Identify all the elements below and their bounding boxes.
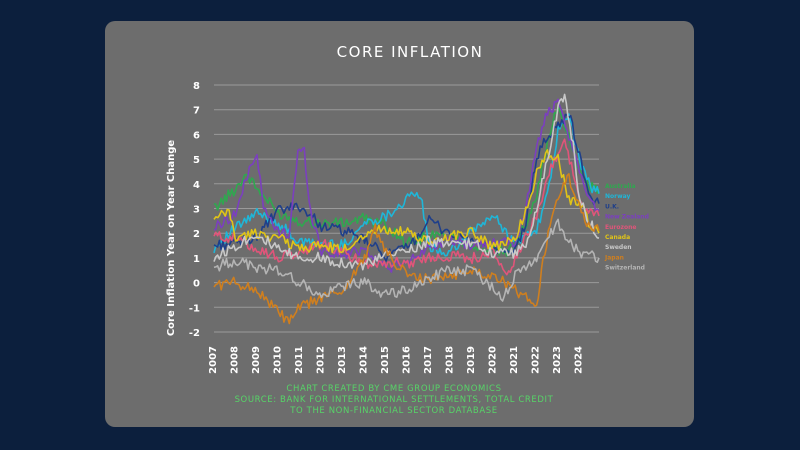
x-tick-label: 2009	[251, 346, 262, 374]
chart-svg: CORE INFLATION Core Inflation Year on Ye…	[166, 43, 649, 416]
y-tick-label: 0	[193, 279, 200, 290]
x-tick-label: 2008	[230, 346, 241, 374]
y-axis-label: Core Inflation Year on Year Change	[166, 140, 177, 337]
x-tick-label: 2020	[488, 346, 499, 374]
y-tick-label: -1	[189, 303, 200, 314]
note-line-3: TO THE NON-FINANCIAL SECTOR DATABASE	[289, 406, 497, 416]
y-tick-label: 2	[193, 229, 200, 240]
grid-layer	[214, 84, 599, 333]
series-line-norway	[213, 113, 600, 257]
x-tick-label: 2024	[574, 346, 585, 374]
series-line-switzerland	[213, 218, 600, 302]
x-tick-label: 2021	[509, 346, 520, 374]
legend: Australia Norway U.K. New Zealand Eurozone Ca…	[604, 183, 649, 272]
x-tick-label: 2018	[445, 346, 456, 374]
legend-item-australia: Australia	[605, 183, 636, 190]
y-tick-label: 5	[193, 155, 200, 166]
y-tick-label: 7	[193, 106, 200, 117]
x-tick-label: 2007	[208, 346, 219, 374]
y-tick-label: 6	[193, 130, 200, 141]
series-line-u-k-	[213, 113, 600, 262]
legend-item-eurozone: Eurozone	[605, 224, 636, 231]
series-line-japan	[213, 173, 600, 325]
x-tick-label: 2019	[466, 346, 477, 374]
legend-item-norway: Norway	[605, 193, 631, 200]
x-tick-label: 2022	[531, 346, 542, 374]
x-tick-label: 2017	[423, 346, 434, 374]
x-tick-label: 2013	[337, 346, 348, 374]
y-tick-label: 4	[193, 180, 200, 191]
y-tick-label: -2	[189, 328, 200, 339]
legend-item-sweden: Sweden	[605, 244, 632, 251]
x-tick-label: 2010	[273, 346, 284, 374]
note-line-1: CHART CREATED BY CME GROUP ECONOMICS	[286, 384, 501, 394]
series-line-sweden	[213, 93, 600, 271]
series-line-eurozone	[213, 138, 600, 276]
note-line-2: SOURCE: BANK FOR INTERNATIONAL SETTLEMEN…	[235, 395, 554, 405]
legend-item-new-zealand: New Zealand	[605, 214, 649, 221]
x-tick-labels: 2007 2008 2009 2010 2011 2012 2013 2014 2015 2016…	[208, 346, 585, 374]
y-tick-label: 8	[193, 81, 200, 92]
series-line-canada	[213, 149, 600, 254]
chart-title: CORE INFLATION	[337, 43, 484, 61]
x-tick-label: 2011	[294, 346, 305, 374]
y-tick-label: 3	[193, 205, 200, 216]
y-tick-labels: -2 -1 0 1 2 3 4 5 6 7 8	[189, 81, 200, 339]
series-lines	[213, 93, 600, 325]
x-tick-label: 2012	[316, 346, 327, 374]
legend-item-switzerland: Switzerland	[605, 265, 645, 272]
chart-notes: CHART CREATED BY CME GROUP ECONOMICS SOU…	[235, 384, 554, 416]
x-tick-label: 2023	[552, 346, 563, 374]
x-tick-label: 2014	[359, 346, 370, 374]
legend-item-u-k-: U.K.	[605, 203, 619, 210]
chart-card: CORE INFLATION Core Inflation Year on Ye…	[105, 21, 694, 427]
x-tick-label: 2015	[380, 346, 391, 374]
legend-item-japan: Japan	[604, 254, 624, 261]
legend-item-canada: Canada	[605, 234, 630, 241]
y-tick-label: 1	[193, 254, 200, 265]
x-tick-label: 2016	[402, 346, 413, 374]
